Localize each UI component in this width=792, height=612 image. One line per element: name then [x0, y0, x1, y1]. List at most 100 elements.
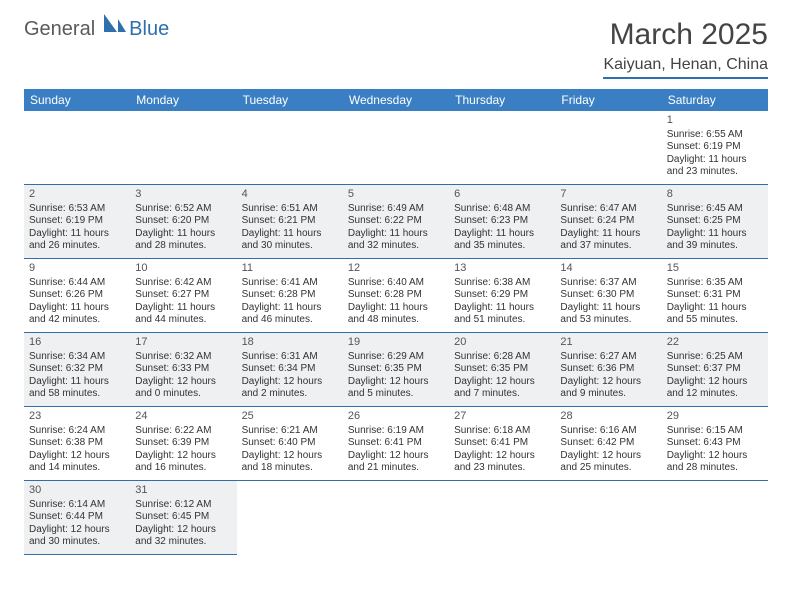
day-number: 20: [454, 336, 550, 350]
day-header: Friday: [555, 89, 661, 111]
logo: General Blue: [24, 18, 169, 41]
day-info: Sunrise: 6:49 AMSunset: 6:22 PMDaylight:…: [348, 203, 444, 253]
day-number: 24: [135, 410, 231, 424]
day-header: Thursday: [449, 89, 555, 111]
header: General Blue March 2025 Kaiyuan, Henan, …: [24, 18, 768, 79]
day-info: Sunrise: 6:42 AMSunset: 6:27 PMDaylight:…: [135, 277, 231, 327]
calendar-cell: 24Sunrise: 6:22 AMSunset: 6:39 PMDayligh…: [130, 407, 236, 481]
day-number: 11: [242, 262, 338, 276]
day-info: Sunrise: 6:31 AMSunset: 6:34 PMDaylight:…: [242, 351, 338, 401]
day-number: 15: [667, 262, 763, 276]
day-info: Sunrise: 6:22 AMSunset: 6:39 PMDaylight:…: [135, 425, 231, 475]
day-info: Sunrise: 6:41 AMSunset: 6:28 PMDaylight:…: [242, 277, 338, 327]
day-info: Sunrise: 6:25 AMSunset: 6:37 PMDaylight:…: [667, 351, 763, 401]
location-label: Kaiyuan, Henan, China: [603, 56, 768, 79]
calendar-cell-blank: [130, 111, 236, 185]
day-header: Monday: [130, 89, 236, 111]
day-info: Sunrise: 6:21 AMSunset: 6:40 PMDaylight:…: [242, 425, 338, 475]
calendar-cell: 11Sunrise: 6:41 AMSunset: 6:28 PMDayligh…: [237, 259, 343, 333]
calendar-cell: 25Sunrise: 6:21 AMSunset: 6:40 PMDayligh…: [237, 407, 343, 481]
calendar-cell: 10Sunrise: 6:42 AMSunset: 6:27 PMDayligh…: [130, 259, 236, 333]
day-number: 19: [348, 336, 444, 350]
day-number: 17: [135, 336, 231, 350]
day-info: Sunrise: 6:47 AMSunset: 6:24 PMDaylight:…: [560, 203, 656, 253]
calendar-cell: 31Sunrise: 6:12 AMSunset: 6:45 PMDayligh…: [130, 481, 236, 555]
calendar-cell: 17Sunrise: 6:32 AMSunset: 6:33 PMDayligh…: [130, 333, 236, 407]
day-info: Sunrise: 6:18 AMSunset: 6:41 PMDaylight:…: [454, 425, 550, 475]
day-number: 12: [348, 262, 444, 276]
day-number: 23: [29, 410, 125, 424]
day-info: Sunrise: 6:24 AMSunset: 6:38 PMDaylight:…: [29, 425, 125, 475]
day-number: 10: [135, 262, 231, 276]
day-header: Saturday: [662, 89, 768, 111]
day-number: 27: [454, 410, 550, 424]
day-number: 25: [242, 410, 338, 424]
day-info: Sunrise: 6:48 AMSunset: 6:23 PMDaylight:…: [454, 203, 550, 253]
calendar-cell: 22Sunrise: 6:25 AMSunset: 6:37 PMDayligh…: [662, 333, 768, 407]
calendar-cell: 14Sunrise: 6:37 AMSunset: 6:30 PMDayligh…: [555, 259, 661, 333]
day-info: Sunrise: 6:37 AMSunset: 6:30 PMDaylight:…: [560, 277, 656, 327]
day-info: Sunrise: 6:45 AMSunset: 6:25 PMDaylight:…: [667, 203, 763, 253]
calendar-cell: 1Sunrise: 6:55 AMSunset: 6:19 PMDaylight…: [662, 111, 768, 185]
logo-sail-icon: [101, 10, 127, 36]
day-info: Sunrise: 6:53 AMSunset: 6:19 PMDaylight:…: [29, 203, 125, 253]
day-info: Sunrise: 6:14 AMSunset: 6:44 PMDaylight:…: [29, 499, 125, 549]
day-info: Sunrise: 6:38 AMSunset: 6:29 PMDaylight:…: [454, 277, 550, 327]
day-number: 9: [29, 262, 125, 276]
day-number: 31: [135, 484, 231, 498]
title-block: March 2025 Kaiyuan, Henan, China: [603, 18, 768, 79]
day-number: 26: [348, 410, 444, 424]
calendar-cell: 2Sunrise: 6:53 AMSunset: 6:19 PMDaylight…: [24, 185, 130, 259]
day-number: 16: [29, 336, 125, 350]
page-title: March 2025: [603, 18, 768, 52]
day-info: Sunrise: 6:35 AMSunset: 6:31 PMDaylight:…: [667, 277, 763, 327]
day-info: Sunrise: 6:51 AMSunset: 6:21 PMDaylight:…: [242, 203, 338, 253]
day-number: 28: [560, 410, 656, 424]
day-info: Sunrise: 6:15 AMSunset: 6:43 PMDaylight:…: [667, 425, 763, 475]
calendar-cell: 3Sunrise: 6:52 AMSunset: 6:20 PMDaylight…: [130, 185, 236, 259]
day-header: Wednesday: [343, 89, 449, 111]
day-number: 18: [242, 336, 338, 350]
day-number: 3: [135, 188, 231, 202]
day-number: 13: [454, 262, 550, 276]
day-info: Sunrise: 6:27 AMSunset: 6:36 PMDaylight:…: [560, 351, 656, 401]
day-header: Sunday: [24, 89, 130, 111]
calendar-cell-blank: [449, 111, 555, 185]
calendar-cell: 20Sunrise: 6:28 AMSunset: 6:35 PMDayligh…: [449, 333, 555, 407]
day-number: 6: [454, 188, 550, 202]
calendar-cell-blank: [343, 111, 449, 185]
calendar-cell: 4Sunrise: 6:51 AMSunset: 6:21 PMDaylight…: [237, 185, 343, 259]
calendar-cell: 6Sunrise: 6:48 AMSunset: 6:23 PMDaylight…: [449, 185, 555, 259]
day-header: Tuesday: [237, 89, 343, 111]
day-info: Sunrise: 6:12 AMSunset: 6:45 PMDaylight:…: [135, 499, 231, 549]
day-info: Sunrise: 6:16 AMSunset: 6:42 PMDaylight:…: [560, 425, 656, 475]
day-info: Sunrise: 6:55 AMSunset: 6:19 PMDaylight:…: [667, 129, 763, 179]
calendar-cell: 23Sunrise: 6:24 AMSunset: 6:38 PMDayligh…: [24, 407, 130, 481]
calendar-cell: 5Sunrise: 6:49 AMSunset: 6:22 PMDaylight…: [343, 185, 449, 259]
calendar-cell-blank: [555, 111, 661, 185]
calendar-cell: 19Sunrise: 6:29 AMSunset: 6:35 PMDayligh…: [343, 333, 449, 407]
day-number: 21: [560, 336, 656, 350]
logo-text-general: General: [24, 18, 95, 41]
day-number: 22: [667, 336, 763, 350]
calendar-cell: 29Sunrise: 6:15 AMSunset: 6:43 PMDayligh…: [662, 407, 768, 481]
calendar-cell-blank: [237, 111, 343, 185]
day-info: Sunrise: 6:34 AMSunset: 6:32 PMDaylight:…: [29, 351, 125, 401]
day-info: Sunrise: 6:40 AMSunset: 6:28 PMDaylight:…: [348, 277, 444, 327]
day-info: Sunrise: 6:29 AMSunset: 6:35 PMDaylight:…: [348, 351, 444, 401]
day-number: 4: [242, 188, 338, 202]
calendar-cell: 7Sunrise: 6:47 AMSunset: 6:24 PMDaylight…: [555, 185, 661, 259]
day-number: 1: [667, 114, 763, 128]
day-number: 8: [667, 188, 763, 202]
day-number: 2: [29, 188, 125, 202]
calendar-cell: 13Sunrise: 6:38 AMSunset: 6:29 PMDayligh…: [449, 259, 555, 333]
calendar-cell: 8Sunrise: 6:45 AMSunset: 6:25 PMDaylight…: [662, 185, 768, 259]
day-number: 5: [348, 188, 444, 202]
day-info: Sunrise: 6:44 AMSunset: 6:26 PMDaylight:…: [29, 277, 125, 327]
day-info: Sunrise: 6:19 AMSunset: 6:41 PMDaylight:…: [348, 425, 444, 475]
logo-text-blue: Blue: [129, 18, 169, 41]
day-info: Sunrise: 6:32 AMSunset: 6:33 PMDaylight:…: [135, 351, 231, 401]
calendar-cell: 21Sunrise: 6:27 AMSunset: 6:36 PMDayligh…: [555, 333, 661, 407]
day-number: 30: [29, 484, 125, 498]
day-number: 29: [667, 410, 763, 424]
